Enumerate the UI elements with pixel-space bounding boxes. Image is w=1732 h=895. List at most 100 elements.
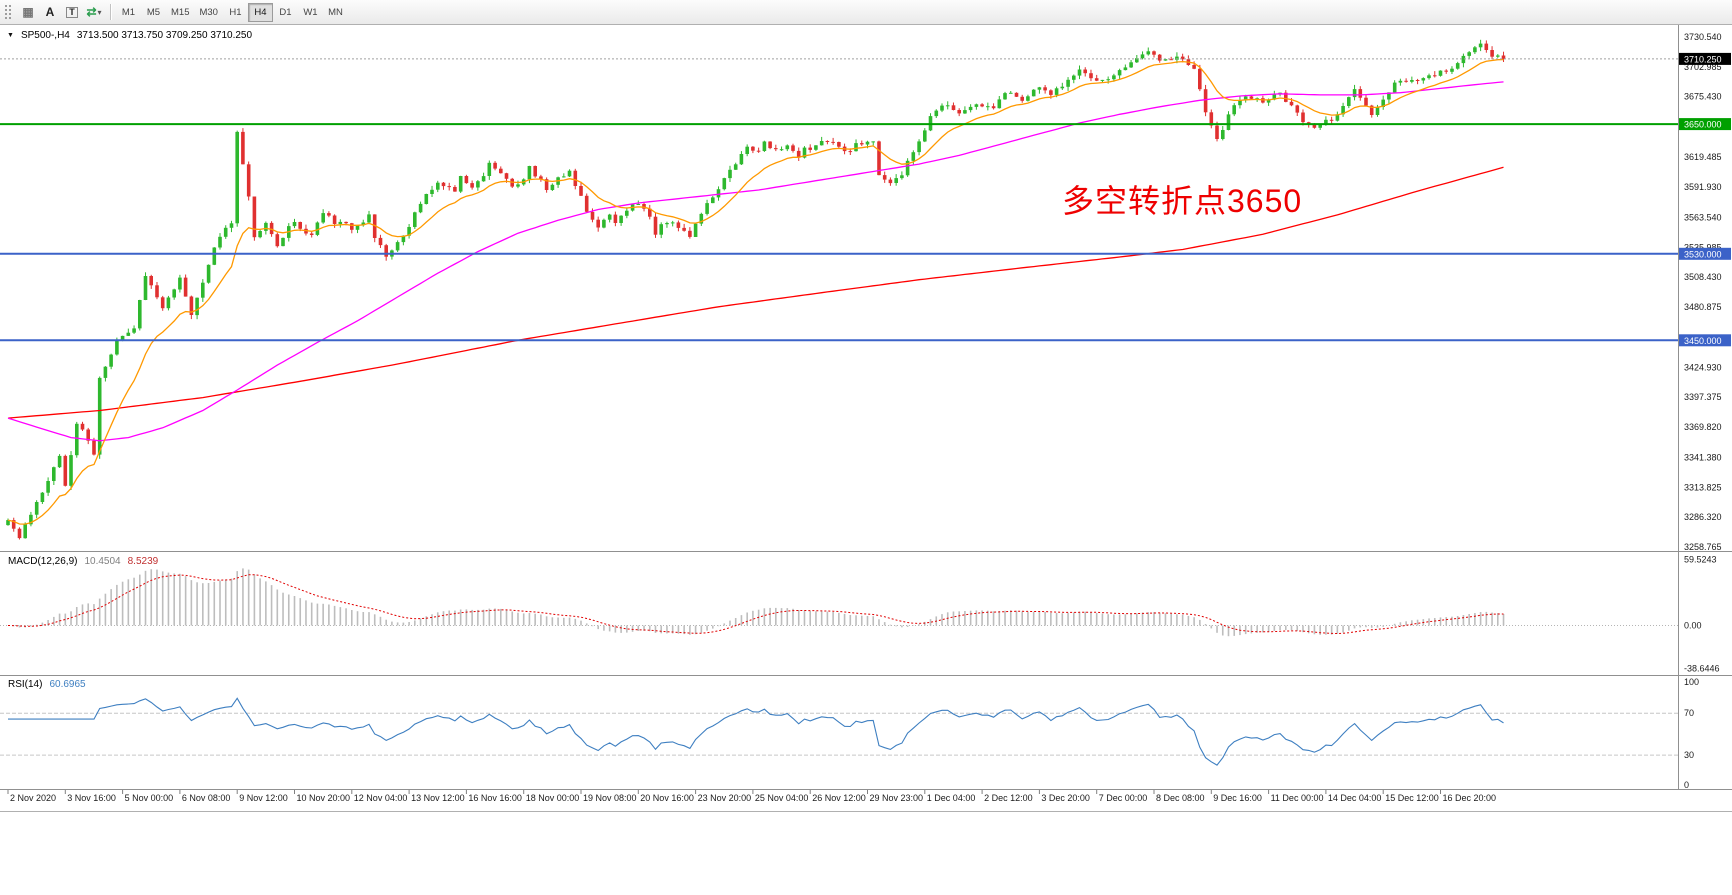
rsi-value: 60.6965	[49, 679, 86, 690]
time-axis-label: 9 Dec 16:00	[1213, 793, 1262, 803]
panel-borders	[0, 24, 1732, 812]
price-axis-label: 3730.540	[1684, 32, 1722, 42]
time-axis-label: 14 Dec 04:00	[1328, 793, 1382, 803]
price-axis-label: 3424.930	[1684, 362, 1722, 372]
toolbar: ▦ A T ⇄ ▾ M1 M5 M15 M30 H1 H4 D1 W1 MN	[0, 0, 1732, 24]
price-axis-label: 3369.820	[1684, 422, 1722, 432]
chart-symbol-period: SP500-,H4	[20, 30, 70, 41]
time-axis-label: 23 Nov 20:00	[698, 793, 752, 803]
time-axis-label: 2 Dec 12:00	[984, 793, 1033, 803]
level-price-badge: 3650.000	[1679, 118, 1731, 131]
time-axis-label: 11 Dec 00:00	[1271, 793, 1324, 803]
time-axis-label: 15 Dec 12:00	[1385, 793, 1439, 803]
svg-text:3450.000: 3450.000	[1684, 336, 1722, 346]
rsi-axis-labels: 100 70 30 0	[1684, 677, 1699, 790]
timeframe-w1-button[interactable]: W1	[303, 6, 318, 18]
price-axis-label: 3313.825	[1684, 483, 1722, 493]
timeframe-d1-button[interactable]: D1	[279, 6, 292, 18]
toolbar-separator	[110, 4, 111, 20]
svg-text:3650.000: 3650.000	[1684, 120, 1722, 130]
rsi-label: RSI(14) 60.6965	[8, 679, 86, 690]
time-axis-label: 6 Nov 08:00	[182, 793, 231, 803]
dropdown-caret-icon: ▾	[97, 7, 102, 17]
macd-signal-line	[7, 574, 1504, 635]
rsi-line	[8, 697, 1504, 766]
time-axis-label: 8 Dec 08:00	[1156, 793, 1205, 803]
time-axis[interactable]	[0, 790, 1732, 812]
price-axis-label: 3508.430	[1684, 272, 1722, 282]
candlestick-series	[6, 39, 1506, 540]
level-price-badge: 3450.000	[1679, 334, 1731, 347]
timeframe-m15-button[interactable]: M15	[171, 6, 190, 18]
time-axis-label: 20 Nov 16:00	[640, 793, 694, 803]
level-price-badge: 3530.000	[1679, 247, 1731, 260]
cycle-chart-button[interactable]: ⇄ ▾	[83, 2, 105, 22]
price-axis-label: 3619.485	[1684, 152, 1722, 162]
chart-canvas: 3730.5403702.9853675.4303647.8753619.485…	[0, 24, 1732, 812]
time-axis-label: 12 Nov 04:00	[354, 793, 408, 803]
price-axis-label: 3397.375	[1684, 392, 1722, 402]
chart-annotation-text[interactable]: 多空转折点3650	[1062, 183, 1303, 219]
price-axis[interactable]	[1678, 25, 1732, 790]
charts-grid-icon: ▦	[22, 5, 34, 19]
expand-triangle-icon[interactable]: ▼	[7, 32, 14, 39]
time-axis-labels: 2 Nov 2020 3 Nov 16:00 5 Nov 00:00 6 Nov 08…	[7, 790, 1496, 803]
price-axis-label: 3591.930	[1684, 182, 1722, 192]
rsi-name: RSI(14)	[8, 679, 43, 690]
macd-signal-value: 8.5239	[127, 556, 159, 567]
price-axis-label: 3563.540	[1684, 213, 1722, 223]
time-axis-label: 13 Nov 12:00	[411, 793, 465, 803]
time-axis-label: 1 Dec 04:00	[927, 793, 976, 803]
timeframe-m5-button[interactable]: M5	[146, 6, 161, 18]
ma-mid-line	[7, 81, 1504, 442]
macd-label: MACD(12,26,9) 10.4504 8.5239	[8, 556, 158, 567]
time-axis-label: 16 Nov 16:00	[468, 793, 522, 803]
price-axis-label: 3286.320	[1684, 512, 1722, 522]
macd-axis-label: -38.6446	[1684, 664, 1720, 674]
macd-histogram	[12, 568, 1505, 637]
text-label-button[interactable]: T	[61, 2, 83, 22]
svg-text:3530.000: 3530.000	[1684, 249, 1722, 259]
charts-grid-button[interactable]: ▦	[17, 2, 39, 22]
rsi-axis-label: 70	[1684, 708, 1694, 718]
cursor-text-button[interactable]: A	[39, 2, 61, 22]
price-axis-label: 3258.765	[1684, 542, 1722, 552]
time-axis-label: 19 Nov 08:00	[583, 793, 637, 803]
time-axis-label: 7 Dec 00:00	[1099, 793, 1148, 803]
time-axis-label: 18 Nov 00:00	[526, 793, 580, 803]
time-axis-label: 25 Nov 04:00	[755, 793, 809, 803]
rsi-axis-label: 30	[1684, 750, 1694, 760]
timeframe-m1-button[interactable]: M1	[121, 6, 136, 18]
price-axis-label: 3480.875	[1684, 302, 1722, 312]
macd-name: MACD(12,26,9)	[8, 556, 78, 567]
panel-backgrounds	[0, 25, 1732, 812]
time-axis-label: 26 Nov 12:00	[812, 793, 866, 803]
current-price-badge: 3710.250	[1679, 52, 1731, 65]
ma-slow-line	[7, 166, 1504, 419]
time-axis-label: 29 Nov 23:00	[870, 793, 924, 803]
macd-main-value: 10.4504	[84, 556, 121, 567]
rsi-axis-label: 0	[1684, 780, 1689, 790]
time-axis-label: 3 Dec 20:00	[1041, 793, 1090, 803]
horizontal-levels	[0, 58, 1678, 342]
chart-ohlc: 3713.500 3713.750 3709.250 3710.250	[76, 30, 253, 41]
timeframe-m30-button[interactable]: M30	[199, 6, 218, 18]
timeframe-buttons: M1 M5 M15 M30 H1 H4 D1 W1 MN	[116, 0, 348, 24]
price-axis-label: 3675.430	[1684, 92, 1722, 102]
chart-title: ▼ SP500-,H4 3713.500 3713.750 3709.250 3…	[7, 30, 252, 41]
macd-axis-labels: 59.5243 0.00 -38.6446	[1684, 554, 1720, 673]
rsi-axis-label: 100	[1684, 677, 1699, 687]
time-axis-label: 10 Nov 20:00	[297, 793, 351, 803]
toolbar-grip[interactable]	[4, 4, 13, 20]
price-axis-label: 3341.380	[1684, 453, 1722, 463]
rsi-panel[interactable]	[0, 677, 1678, 789]
timeframe-h4-button[interactable]: H4	[247, 2, 273, 22]
svg-text:3710.250: 3710.250	[1684, 54, 1722, 64]
timeframe-h1-button[interactable]: H1	[229, 6, 242, 18]
chart-plot-area[interactable]	[0, 25, 1678, 551]
time-axis-label: 2 Nov 2020	[10, 793, 56, 803]
price-axis-label: 3535.985	[1684, 242, 1722, 252]
toolbar-buttons: ▦ A T ⇄ ▾	[17, 2, 105, 22]
timeframe-mn-button[interactable]: MN	[328, 6, 343, 18]
